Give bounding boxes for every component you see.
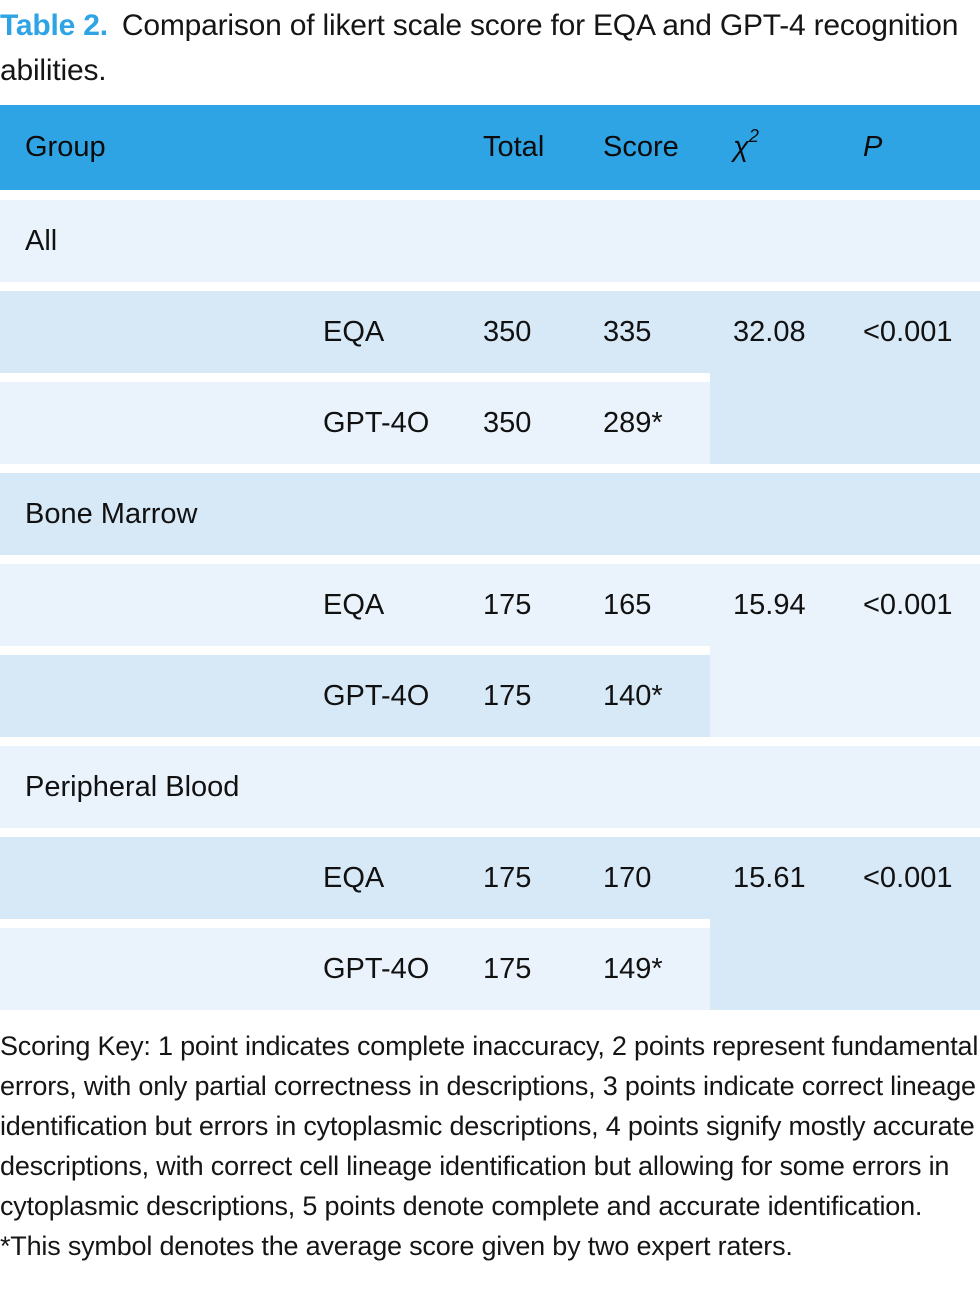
table-footnotes: Scoring Key: 1 point indicates complete … xyxy=(0,1026,980,1266)
table-caption-label: Table 2. xyxy=(0,9,108,42)
header-score: Score xyxy=(603,131,679,163)
group-label: Bone Marrow xyxy=(25,497,198,530)
method-cell: EQA xyxy=(323,861,385,894)
group-label: Peripheral Blood xyxy=(25,770,240,803)
total-cell: 175 xyxy=(483,588,532,621)
total-cell: 350 xyxy=(483,406,532,439)
score-cell: 289* xyxy=(603,406,663,439)
total-cell: 350 xyxy=(483,315,532,348)
group-row-peripheral-blood: Peripheral Blood xyxy=(0,746,980,828)
p-cell: <0.001 xyxy=(863,588,953,621)
footnote-scoring-key: Scoring Key: 1 point indicates complete … xyxy=(0,1031,979,1221)
total-cell: 175 xyxy=(483,679,532,712)
chi-superscript: 2 xyxy=(748,125,759,146)
chi-cell: 15.94 xyxy=(733,588,806,621)
data-row-pair-peripheral-blood: EQA 175 170 15.61 <0.001 GPT-4O 175 149* xyxy=(0,837,980,1010)
chi-cell: 15.61 xyxy=(733,861,806,894)
chi-cell: 32.08 xyxy=(733,315,806,348)
score-cell: 165 xyxy=(603,588,652,621)
group-row-bone-marrow: Bone Marrow xyxy=(0,473,980,555)
table-row-all-eqa: EQA 350 335 32.08 <0.001 xyxy=(0,291,980,373)
table-row-bm-gpt4o: GPT-4O 175 140* xyxy=(0,655,710,737)
total-cell: 175 xyxy=(483,952,532,985)
score-cell: 170 xyxy=(603,861,652,894)
chi-symbol: χ xyxy=(733,131,749,163)
score-cell: 335 xyxy=(603,315,652,348)
header-p-value: P xyxy=(863,131,883,163)
table-row-pb-eqa: EQA 175 170 15.61 <0.001 xyxy=(0,837,980,919)
header-total: Total xyxy=(483,131,545,163)
method-cell: EQA xyxy=(323,315,385,348)
table-row-bm-eqa: EQA 175 165 15.94 <0.001 xyxy=(0,564,980,646)
header-group: Group xyxy=(25,131,106,163)
data-row-pair-all: EQA 350 335 32.08 <0.001 GPT-4O 350 289* xyxy=(0,291,980,464)
table-caption: Table 2. Comparison of likert scale score… xyxy=(0,0,980,93)
score-cell: 140* xyxy=(603,679,663,712)
method-cell: GPT-4O xyxy=(323,952,430,985)
score-cell: 149* xyxy=(603,952,663,985)
table-row-pb-gpt4o: GPT-4O 175 149* xyxy=(0,928,710,1010)
table-caption-text: Comparison of likert scale score for EQA… xyxy=(0,9,959,87)
method-cell: EQA xyxy=(323,588,385,621)
p-cell: <0.001 xyxy=(863,315,953,348)
data-row-pair-bone-marrow: EQA 175 165 15.94 <0.001 GPT-4O 175 140* xyxy=(0,564,980,737)
p-cell: <0.001 xyxy=(863,861,953,894)
footnote-asterisk: *This symbol denotes the average score g… xyxy=(0,1231,793,1261)
total-cell: 175 xyxy=(483,861,532,894)
method-cell: GPT-4O xyxy=(323,406,430,439)
group-row-all: All xyxy=(0,200,980,282)
method-cell: GPT-4O xyxy=(323,679,430,712)
group-label: All xyxy=(25,224,58,257)
table-row-all-gpt4o: GPT-4O 350 289* xyxy=(0,382,710,464)
